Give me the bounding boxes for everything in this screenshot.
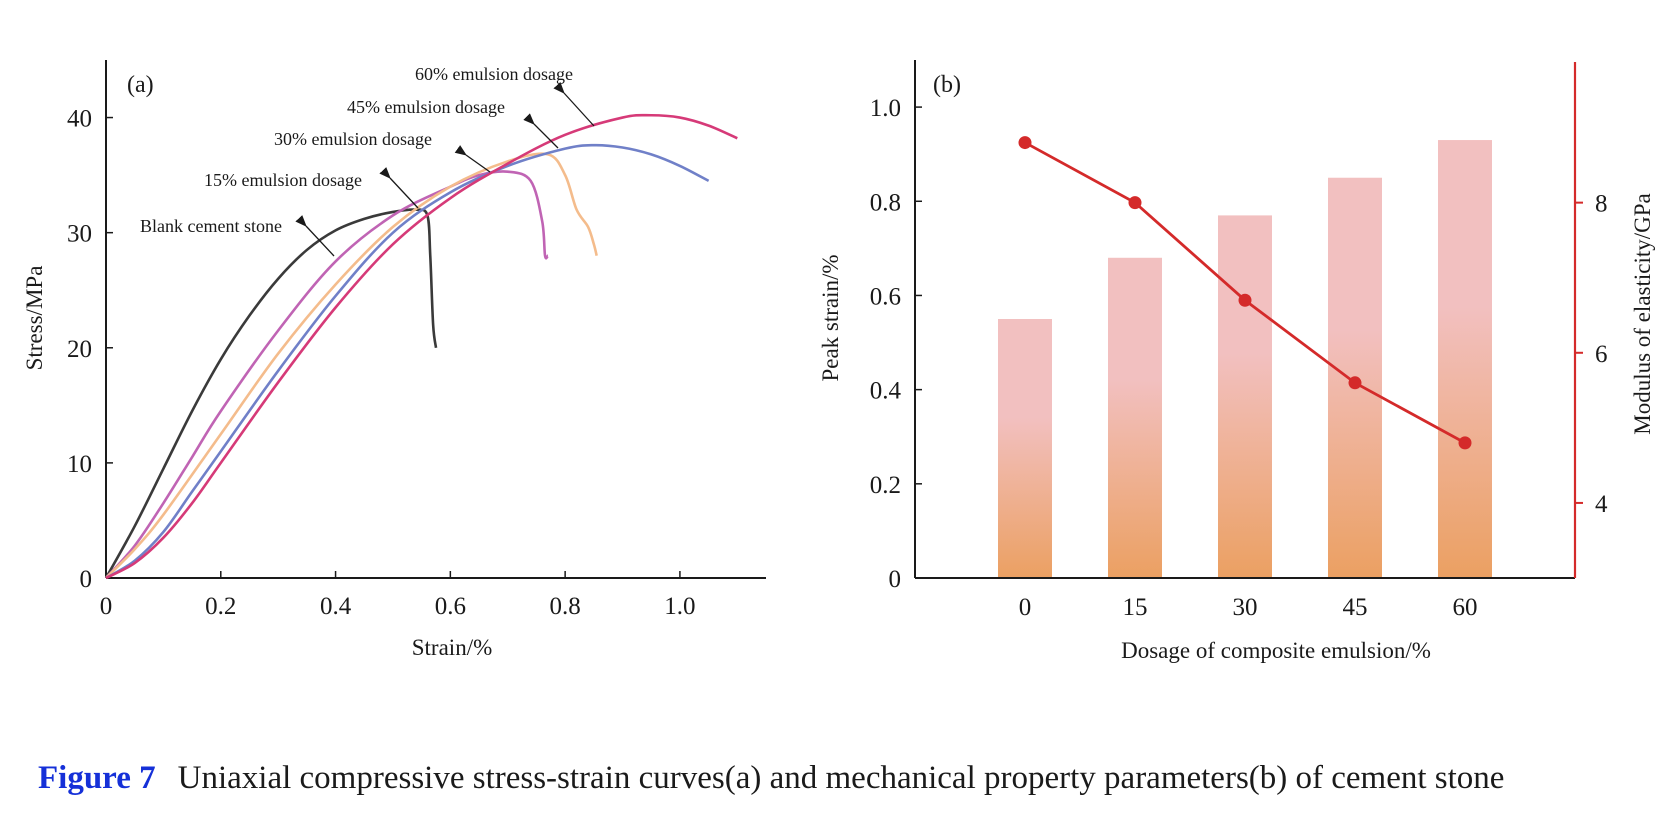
panel-b-y2-tick-label: 6 (1595, 341, 1608, 368)
series-line-45-emulsion-dosage (105, 143, 710, 580)
panel-b-x-label: Dosage of composite emulsion/% (1121, 638, 1431, 663)
annotation-30-arrow (454, 145, 491, 173)
annotation-blank-text: Blank cement stone (140, 216, 282, 236)
annotation-blank-arrow (295, 215, 335, 257)
panel-b-y-tick-label: 0.8 (870, 189, 901, 216)
panel-a-y-tick-label: 30 (67, 221, 92, 248)
series-line-60-emulsion-dosage (105, 113, 738, 580)
bar-peak-strain-30 (1218, 215, 1272, 578)
panel-b-x-tick-label: 30 (1233, 594, 1258, 621)
panel-b-label: (b) (933, 72, 961, 98)
panel-a-y-tick-label: 0 (80, 566, 93, 593)
bar-peak-strain-0 (998, 319, 1052, 578)
panel-b-y2-tick-label: 8 (1595, 191, 1608, 218)
panel-a-x-tick-label: 1.0 (664, 593, 695, 620)
panel-b-x-tick-label: 15 (1123, 594, 1148, 621)
panel-b-y-label: Peak strain/% (818, 254, 843, 381)
caption-label: Figure 7 (38, 760, 156, 796)
panel-b-x-tick-label: 60 (1453, 594, 1478, 621)
annotation-15-arrow (379, 167, 419, 209)
annotation-45-text: 45% emulsion dosage (347, 97, 505, 117)
annotation-60: 60% emulsion dosage (415, 64, 595, 127)
panel-a-x-tick-label: 0.6 (435, 593, 466, 620)
annotation-15: 15% emulsion dosage (204, 167, 419, 209)
annotation-60-arrow (553, 82, 595, 127)
panel-b-x-tick-label: 0 (1019, 594, 1032, 621)
panel-a-y-tick-label: 40 (67, 106, 92, 133)
panel-a-y-tick-label: 20 (67, 336, 92, 363)
panel-b-y-tick-label: 0.4 (870, 378, 902, 405)
panel-a-x-tick-label: 0.8 (550, 593, 581, 620)
panel-a-x-tick-label: 0.4 (320, 593, 352, 620)
panel-b-y-tick-label: 0.6 (870, 283, 901, 310)
series-line-30-emulsion-dosage (105, 152, 598, 579)
panel-a-stress-strain: (a) 0 0.2 0.4 0.6 0.8 1.0 0 10 20 30 40 Strain/% S… (22, 60, 766, 660)
annotation-60-text: 60% emulsion dosage (415, 64, 573, 84)
annotation-45-arrow (523, 113, 559, 149)
annotation-blank: Blank cement stone (140, 215, 335, 257)
panel-b-y-tick-label: 1.0 (870, 95, 901, 122)
panel-b-y-tick-label: 0.2 (870, 472, 901, 499)
panel-a-y-tick-label: 10 (67, 451, 92, 478)
panel-b-y2-label: Modulus of elasticity/GPa (1630, 193, 1655, 434)
panel-a-x-tick-label: 0 (100, 593, 113, 620)
caption-text: Uniaxial compressive stress-strain curve… (177, 760, 1505, 796)
panel-b-x-tick-label: 45 (1343, 594, 1368, 621)
figure-caption: Figure 7 Uniaxial compressive stress-stra… (38, 760, 1658, 797)
panel-a-x-tick-label: 0.2 (205, 593, 236, 620)
point-modulus-45 (1348, 376, 1362, 390)
point-modulus-15 (1128, 196, 1142, 210)
point-modulus-0 (1018, 136, 1032, 150)
panel-b-y-tick-label: 0 (889, 566, 902, 593)
annotation-30-text: 30% emulsion dosage (274, 129, 432, 149)
panel-b-mechanical-properties: (b) 0 15 30 45 60 0 0.2 0.4 0.6 0.8 1.0 4 6 8 Dosage … (818, 60, 1655, 663)
annotation-45: 45% emulsion dosage (347, 97, 559, 149)
bar-peak-strain-15 (1108, 257, 1162, 578)
point-modulus-30 (1238, 293, 1252, 307)
bar-peak-strain-60 (1438, 140, 1492, 578)
series-line-15-emulsion-dosage (105, 170, 550, 579)
panel-a-label: (a) (127, 72, 154, 98)
panel-b-y2-tick-label: 4 (1595, 491, 1608, 518)
panel-a-x-label: Strain/% (412, 635, 493, 660)
annotation-30: 30% emulsion dosage (274, 129, 491, 173)
panel-a-y-label: Stress/MPa (22, 266, 47, 371)
point-modulus-60 (1458, 436, 1472, 450)
annotation-15-text: 15% emulsion dosage (204, 170, 362, 190)
